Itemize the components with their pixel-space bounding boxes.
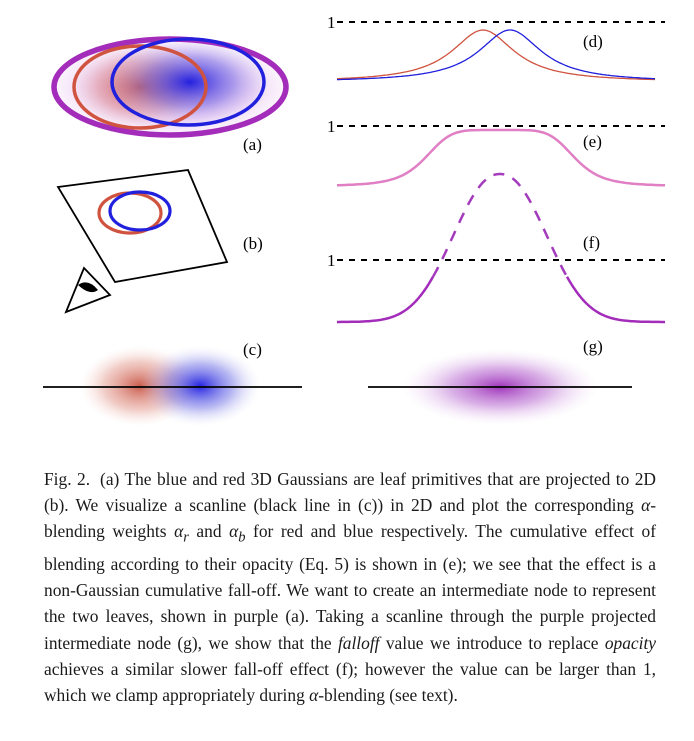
alpha-r-curve xyxy=(336,29,656,81)
figure-number: Fig. 2. xyxy=(44,469,91,489)
image-plane xyxy=(56,169,229,283)
blue-gaussian-fill xyxy=(110,38,270,126)
panel-c-scanline xyxy=(43,346,302,426)
y-mark-f: 1 xyxy=(327,251,336,270)
panel-label-c: (c) xyxy=(243,340,262,359)
panel-b-projection xyxy=(56,169,229,314)
opacity-term: opacity xyxy=(604,632,656,653)
panel-label-d: (d) xyxy=(583,32,603,51)
falloff-curve-above-one xyxy=(431,172,569,278)
blue-projected-outline xyxy=(108,190,172,232)
panel-a-gaussians xyxy=(51,36,289,138)
panel-label-g: (g) xyxy=(583,337,603,356)
red-ellipse-outline xyxy=(72,44,208,130)
blue-ellipse-outline xyxy=(110,37,266,127)
blue-scan-blob xyxy=(140,346,260,426)
alpha-b-curve xyxy=(337,29,656,81)
falloff-curve-clamped xyxy=(337,276,665,324)
panel-label-a: (a) xyxy=(243,135,262,154)
figure-caption: Fig. 2. (a) The blue and red 3D Gaussians… xyxy=(44,469,657,706)
eye-icon xyxy=(78,282,98,293)
falloff-term: falloff xyxy=(337,632,380,653)
y-mark-d: 1 xyxy=(327,13,336,32)
panel-label-b: (b) xyxy=(243,234,263,253)
cumulative-opacity-curve xyxy=(337,128,666,187)
figure-illustration: 1 1 1 (a) (b) (c) (d) (e) (f) (g) xyxy=(43,13,666,426)
y-mark-e: 1 xyxy=(327,117,336,136)
panel-label-e: (e) xyxy=(583,132,602,151)
panel-label-f: (f) xyxy=(583,233,600,252)
panel-g-scanline xyxy=(368,349,632,425)
